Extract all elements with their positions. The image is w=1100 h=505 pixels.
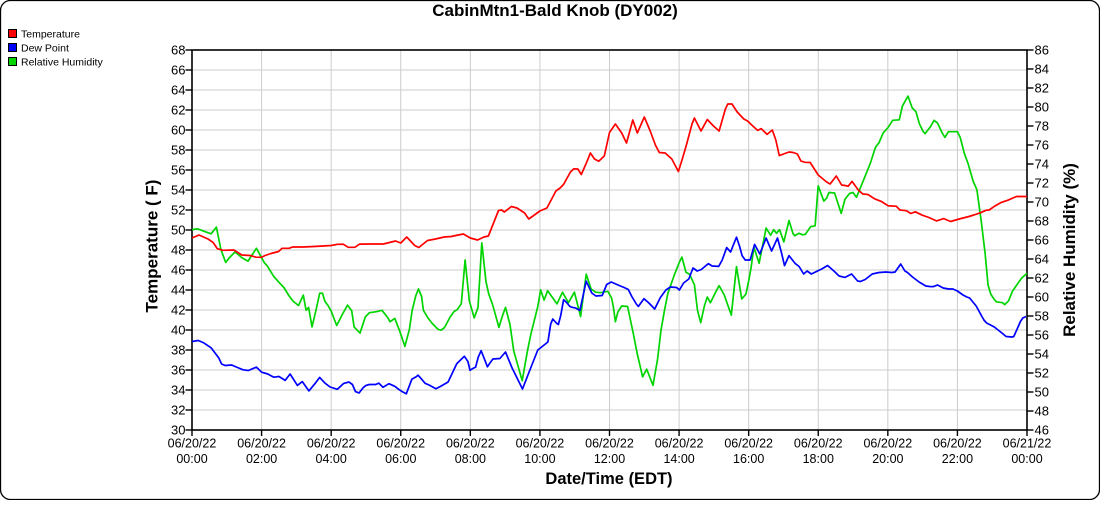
svg-text:06:00: 06:00 bbox=[385, 452, 416, 466]
svg-text:Relative Humidity (%): Relative Humidity (%) bbox=[1060, 163, 1079, 337]
svg-text:64: 64 bbox=[171, 83, 185, 98]
svg-text:32: 32 bbox=[171, 403, 185, 418]
svg-text:54: 54 bbox=[171, 183, 185, 198]
svg-text:66: 66 bbox=[171, 63, 185, 78]
svg-text:12:00: 12:00 bbox=[594, 452, 625, 466]
svg-text:60: 60 bbox=[171, 123, 185, 138]
svg-text:70: 70 bbox=[1035, 195, 1049, 210]
svg-text:36: 36 bbox=[171, 363, 185, 378]
svg-text:62: 62 bbox=[171, 103, 185, 118]
svg-text:60: 60 bbox=[1035, 290, 1049, 305]
svg-text:44: 44 bbox=[171, 283, 185, 298]
svg-text:02:00: 02:00 bbox=[246, 452, 277, 466]
svg-text:48: 48 bbox=[1035, 404, 1049, 419]
svg-text:40: 40 bbox=[171, 323, 185, 338]
svg-text:76: 76 bbox=[1035, 138, 1049, 153]
svg-text:04:00: 04:00 bbox=[316, 452, 347, 466]
svg-text:00:00: 00:00 bbox=[1011, 452, 1042, 466]
svg-text:84: 84 bbox=[1035, 62, 1049, 77]
svg-text:14:00: 14:00 bbox=[663, 452, 694, 466]
svg-text:86: 86 bbox=[1035, 43, 1049, 58]
svg-text:06/20/22: 06/20/22 bbox=[585, 437, 634, 451]
svg-text:06/20/22: 06/20/22 bbox=[237, 437, 286, 451]
svg-text:30: 30 bbox=[171, 423, 185, 438]
svg-text:20:00: 20:00 bbox=[872, 452, 903, 466]
svg-text:48: 48 bbox=[171, 243, 185, 258]
svg-text:72: 72 bbox=[1035, 176, 1049, 191]
svg-text:06/20/22: 06/20/22 bbox=[724, 437, 773, 451]
svg-text:52: 52 bbox=[171, 203, 185, 218]
svg-text:66: 66 bbox=[1035, 233, 1049, 248]
svg-text:Relative Humidity: Relative Humidity bbox=[21, 57, 103, 69]
svg-text:22:00: 22:00 bbox=[942, 452, 973, 466]
svg-text:06/20/22: 06/20/22 bbox=[307, 437, 356, 451]
svg-text:18:00: 18:00 bbox=[803, 452, 834, 466]
svg-text:58: 58 bbox=[171, 143, 185, 158]
svg-text:CabinMtn1-Bald Knob (DY002): CabinMtn1-Bald Knob (DY002) bbox=[432, 1, 678, 20]
svg-text:34: 34 bbox=[171, 383, 185, 398]
svg-text:Temperature ( F): Temperature ( F) bbox=[143, 180, 162, 313]
svg-text:80: 80 bbox=[1035, 100, 1049, 115]
svg-text:82: 82 bbox=[1035, 81, 1049, 96]
svg-text:10:00: 10:00 bbox=[524, 452, 555, 466]
svg-text:50: 50 bbox=[1035, 385, 1049, 400]
svg-text:78: 78 bbox=[1035, 119, 1049, 134]
svg-text:16:00: 16:00 bbox=[733, 452, 764, 466]
svg-text:64: 64 bbox=[1035, 252, 1049, 267]
svg-text:06/20/22: 06/20/22 bbox=[168, 437, 217, 451]
svg-text:42: 42 bbox=[171, 303, 185, 318]
svg-text:06/21/22: 06/21/22 bbox=[1003, 437, 1052, 451]
svg-text:06/20/22: 06/20/22 bbox=[446, 437, 495, 451]
svg-text:Date/Time (EDT): Date/Time (EDT) bbox=[545, 470, 672, 488]
svg-text:68: 68 bbox=[1035, 214, 1049, 229]
svg-text:06/20/22: 06/20/22 bbox=[655, 437, 704, 451]
svg-text:58: 58 bbox=[1035, 309, 1049, 324]
svg-text:74: 74 bbox=[1035, 157, 1049, 172]
svg-text:46: 46 bbox=[171, 263, 185, 278]
svg-text:Dew Point: Dew Point bbox=[21, 43, 69, 55]
svg-text:00:00: 00:00 bbox=[176, 452, 207, 466]
svg-text:56: 56 bbox=[171, 163, 185, 178]
svg-text:62: 62 bbox=[1035, 271, 1049, 286]
svg-text:54: 54 bbox=[1035, 347, 1049, 362]
svg-text:52: 52 bbox=[1035, 366, 1049, 381]
svg-text:46: 46 bbox=[1035, 423, 1049, 438]
svg-text:06/20/22: 06/20/22 bbox=[516, 437, 565, 451]
svg-text:06/20/22: 06/20/22 bbox=[794, 437, 843, 451]
svg-text:08:00: 08:00 bbox=[455, 452, 486, 466]
svg-text:68: 68 bbox=[171, 43, 185, 58]
svg-text:56: 56 bbox=[1035, 328, 1049, 343]
svg-text:50: 50 bbox=[171, 223, 185, 238]
svg-text:06/20/22: 06/20/22 bbox=[933, 437, 982, 451]
svg-text:38: 38 bbox=[171, 343, 185, 358]
svg-text:06/20/22: 06/20/22 bbox=[376, 437, 425, 451]
svg-text:Temperature: Temperature bbox=[21, 29, 80, 41]
svg-text:06/20/22: 06/20/22 bbox=[863, 437, 912, 451]
